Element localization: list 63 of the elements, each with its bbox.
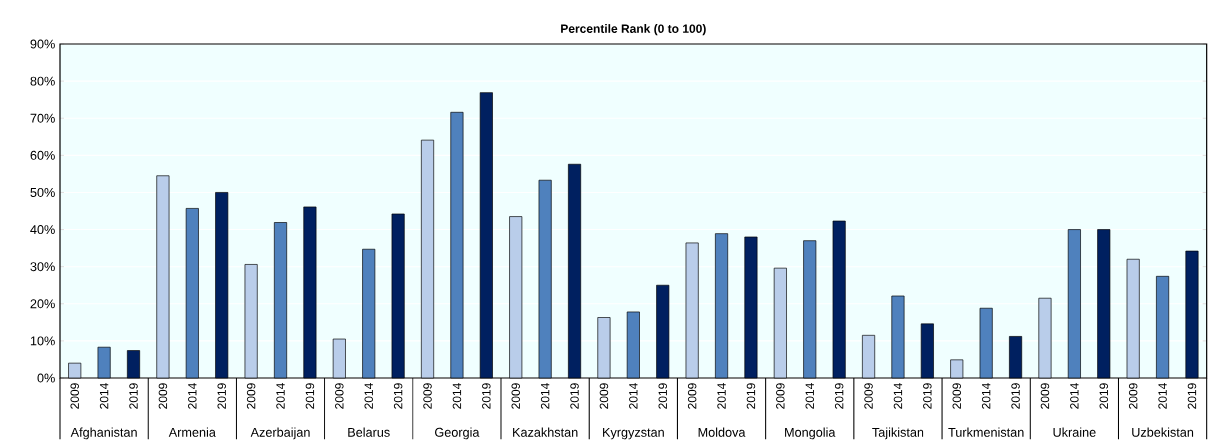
text: 2014 bbox=[364, 383, 373, 409]
x-tick-label: Georgia bbox=[435, 427, 480, 440]
text: 2009 bbox=[158, 383, 168, 409]
text: 2019 bbox=[482, 383, 491, 409]
x-tick-label: Mongolia bbox=[785, 427, 836, 440]
text: 2014 bbox=[452, 383, 462, 409]
x-tick-label: Ukraine bbox=[1053, 427, 1096, 437]
text: 2009 bbox=[70, 383, 79, 409]
text: 2014 bbox=[276, 383, 285, 409]
x-tick-label: Belarus bbox=[348, 427, 390, 437]
text: 2019 bbox=[129, 383, 138, 409]
text: 2019 bbox=[217, 383, 226, 409]
x-tick-label: Kazakhstan bbox=[513, 427, 578, 437]
x-tick-label: Uzbekistan bbox=[1132, 427, 1194, 437]
x-tick-label: Kyrgyzstan bbox=[603, 427, 664, 440]
text: 2014 bbox=[629, 383, 638, 409]
text: 2014 bbox=[893, 383, 903, 409]
text: 2009 bbox=[687, 383, 697, 409]
text: 2009 bbox=[246, 383, 256, 409]
text: 2019 bbox=[393, 383, 403, 409]
y-tick-label: 20% bbox=[30, 299, 55, 309]
y-tick-label: 60% bbox=[30, 150, 55, 160]
text: 2019 bbox=[746, 383, 756, 409]
text: 2014 bbox=[981, 383, 991, 409]
x-tick-label: Moldova bbox=[698, 427, 746, 437]
text: 2019 bbox=[570, 383, 579, 409]
text: 2014 bbox=[717, 383, 726, 409]
text: 2009 bbox=[1040, 383, 1050, 409]
text: 2009 bbox=[599, 383, 609, 409]
y-tick-label: 0% bbox=[37, 373, 55, 383]
text: 2014 bbox=[1158, 383, 1167, 409]
text: 2019 bbox=[1011, 383, 1020, 409]
text: 2019 bbox=[658, 383, 667, 409]
y-tick-label: 50% bbox=[30, 187, 55, 197]
y-tick-label: 70% bbox=[30, 113, 55, 123]
text: 2014 bbox=[188, 383, 197, 409]
y-tick-label: 90% bbox=[30, 39, 55, 49]
y-tick-label: 30% bbox=[30, 262, 55, 272]
x-tick-label: Tajikistan bbox=[872, 427, 924, 440]
text: 2014 bbox=[99, 383, 109, 409]
text: 2019 bbox=[1187, 383, 1197, 409]
x-tick-label: Azerbaijan bbox=[250, 427, 310, 440]
text: 2019 bbox=[834, 383, 844, 409]
y-tick-label: 40% bbox=[30, 225, 55, 235]
text: 2014 bbox=[540, 383, 550, 409]
text: 2014 bbox=[805, 383, 814, 409]
y-tick-label: 80% bbox=[30, 76, 55, 86]
text: 2014 bbox=[1070, 383, 1079, 409]
text: 2009 bbox=[776, 383, 785, 409]
text: 2019 bbox=[923, 383, 932, 409]
text: 2009 bbox=[952, 383, 962, 409]
chart-title: Percentile Rank (0 to 100) bbox=[561, 24, 706, 36]
text: 2019 bbox=[1099, 383, 1109, 409]
text: 2009 bbox=[335, 383, 344, 409]
text: 2019 bbox=[305, 383, 315, 409]
y-tick-label: 10% bbox=[30, 336, 55, 346]
text: 2009 bbox=[1128, 383, 1138, 409]
x-tick-label: Afghanistan bbox=[70, 427, 137, 440]
text: 2009 bbox=[423, 383, 432, 409]
x-tick-label: Turkmenistan bbox=[948, 427, 1024, 437]
x-tick-label: Armenia bbox=[168, 427, 216, 437]
text: 2009 bbox=[864, 383, 873, 409]
text: 2009 bbox=[511, 383, 520, 409]
